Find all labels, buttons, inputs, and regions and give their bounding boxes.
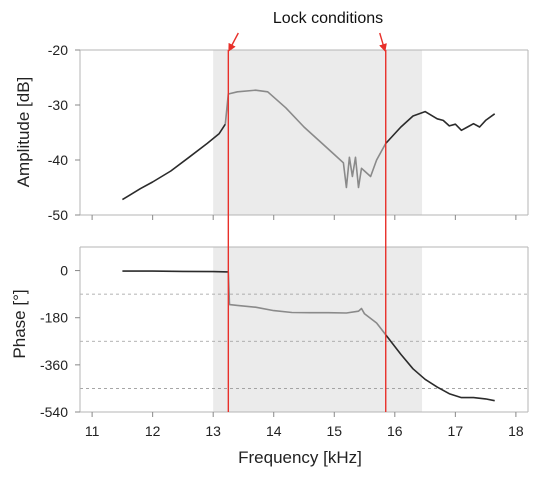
lock-arrow-0 <box>228 32 239 52</box>
x-tick-label: 14 <box>266 423 282 439</box>
x-tick-label: 13 <box>205 423 221 439</box>
series-line-1-1 <box>227 271 387 336</box>
y-tick-label: -30 <box>48 97 68 113</box>
y-tick-label: -20 <box>48 42 68 58</box>
x-tick-label: 17 <box>448 423 464 439</box>
y-tick-label: -540 <box>40 404 68 420</box>
phase-axis-title: Phase [°] <box>10 289 29 358</box>
lock-conditions-annotation: Lock conditions <box>273 10 383 27</box>
x-tick-label: 15 <box>326 423 342 439</box>
x-axis-title: Frequency [kHz] <box>238 448 362 467</box>
series-line-1-0 <box>122 270 229 273</box>
series-line-1-2 <box>385 334 495 402</box>
y-tick-label: -180 <box>40 310 68 326</box>
x-tick-label: 11 <box>85 423 100 439</box>
lock-arrow-1 <box>379 32 387 52</box>
amplitude-axis-title: Amplitude [dB] <box>14 77 33 188</box>
lock-band-0 <box>213 50 423 215</box>
series-line-0-0 <box>121 123 226 201</box>
series-line-0-1 <box>224 89 387 189</box>
y-tick-label: -360 <box>40 357 68 373</box>
y-tick-label: -50 <box>48 207 68 223</box>
y-tick-label: -40 <box>48 152 68 168</box>
x-tick-label: 18 <box>508 423 524 439</box>
y-tick-label: 0 <box>60 263 68 279</box>
lock-band-1 <box>213 247 423 412</box>
x-tick-label: 12 <box>145 423 161 439</box>
x-tick-label: 16 <box>387 423 403 439</box>
series-line-0-2 <box>385 110 496 145</box>
